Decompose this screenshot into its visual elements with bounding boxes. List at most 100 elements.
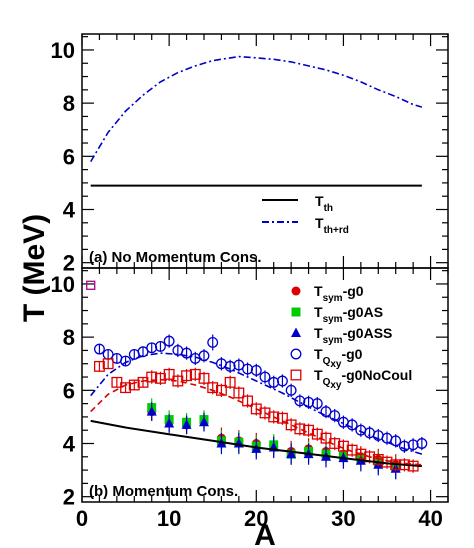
y-tick-label: 4 [63, 198, 76, 223]
legend-label-suffix: -g0 [341, 346, 362, 362]
legend-label-sub: Q [323, 356, 331, 367]
panel-b-t-qxy-g0nocoul-point [93, 360, 105, 372]
legend-label: Tsym-g0AS [314, 304, 383, 325]
panel-b-t-qxy-g0nocoul-point [259, 407, 271, 419]
panel-b-t-qxy-g0-point [207, 337, 219, 348]
y-tick-label: 6 [63, 378, 75, 403]
legend-marker [290, 369, 302, 381]
x-tick-label: 0 [76, 506, 88, 531]
panel-b-t-qxy-g0nocoul-point [285, 419, 297, 431]
y-tick-label: 4 [63, 432, 76, 457]
panel-b-t-sym-g0ass-point [146, 406, 157, 416]
panel-b-t-qxy-g0nocoul-point [102, 358, 114, 370]
legend-label-suffix: -g0ASS [343, 325, 393, 341]
panel-b-t-qxy-g0nocoul-point [146, 371, 158, 383]
legend-label-main: T [314, 304, 323, 320]
panel-b-t-th-no-label--line [90, 419, 422, 468]
panel-b-t-qxy-g0nocoul-point [294, 423, 306, 435]
panel-b-t-qxy-g0nocoul-point [207, 382, 219, 394]
panel-b-t-qxy-g0nocoul-point [163, 368, 175, 380]
panel-a-label: (a) No Momentum Cons. [89, 249, 262, 266]
panel-b-t-qxy-g0-point [146, 342, 158, 354]
legend-marker [291, 286, 301, 296]
panel-b-frame [81, 267, 449, 503]
legend-label-sub: Q [323, 377, 331, 388]
legend-marker [290, 348, 302, 360]
panel-b-t-qxy-g0-point [285, 384, 297, 396]
panel-b-t-qxy-g0-point [276, 375, 288, 387]
panel-b-t-qxy-g0-point [233, 359, 245, 371]
panel-b-t-qxy-g0-point [198, 350, 210, 362]
legend-marker [291, 327, 301, 337]
panel-b-t-qxy-g0-point [259, 371, 271, 383]
legend-label-subsub: xy [330, 359, 342, 370]
panel-b-t-qxy-g0nocoul-point [250, 403, 262, 415]
legend-label-sub: th [324, 203, 333, 214]
panel-b-t-qxy-g0nocoul-point [189, 368, 201, 380]
panel-a-t-th-rd-line [90, 55, 423, 163]
legend-label: Tth+rd [315, 215, 349, 236]
panel-b-t-qxy-g0-point [416, 438, 428, 449]
panel-b-t-qxy-g0-point [398, 440, 410, 452]
panel-b-t-qxy-g0-point [294, 395, 306, 407]
legend-label-sub: sym [323, 293, 343, 304]
legend-label-sub: sym [323, 314, 343, 325]
legend-label-suffix: -g0 [343, 283, 364, 299]
legend-label-main: T [314, 367, 323, 383]
panel-b-t-qxy-g0-point [154, 340, 166, 352]
y-tick-label: 10 [51, 272, 75, 297]
panel-b-t-qxy-g0-point [93, 343, 105, 355]
panel-b-t-sym-g0ass-point [164, 418, 175, 428]
x-tick-label: 40 [418, 506, 442, 531]
y-tick-label: 8 [63, 91, 75, 116]
panel-b-t-qxy-g0nocoul-point [233, 387, 245, 399]
panel-b-t-qxy-g0nocoul-point [268, 411, 280, 423]
panel-b-t-qxy-g0-point [407, 439, 419, 451]
legend-label: TQxy-g0 [314, 346, 363, 370]
panel-b-t-th-rd-blue-no-label--line [90, 352, 423, 455]
y-tick-label: 10 [51, 38, 75, 63]
legend-marker [291, 307, 301, 317]
legend-label: Tsym-g0ASS [314, 325, 392, 346]
panel-b-t-qxy-g0-point [181, 347, 193, 359]
panel-b-t-qxy-g0-point [242, 363, 254, 375]
panel-b-t-qxy-g0-point [120, 355, 132, 367]
legend-label-subsub: xy [330, 380, 342, 391]
panel-b-t-qxy-g0-point [390, 435, 402, 447]
x-tick-label: 10 [157, 506, 181, 531]
panel-b-t-qxy-g0nocoul-point [198, 372, 210, 384]
panel-a-axes: 2 4 6 8 10 [51, 34, 449, 276]
y-tick-label: 2 [63, 485, 75, 510]
x-tick-label: 20 [244, 506, 268, 531]
legend-label-suffix: -g0NoCoul [341, 367, 412, 383]
y-axis-title: T (MeV) [18, 214, 51, 322]
legend-label-suffix: -g0AS [343, 304, 383, 320]
panel-b-t-qxy-g0nocoul-point [215, 384, 227, 396]
panel-b-t-qxy-g0nocoul-point [355, 448, 367, 460]
panel-b-plot [86, 280, 428, 480]
panel-b-t-qxy-g0-point [320, 406, 332, 418]
legend-label-sub: sym [323, 335, 343, 346]
legend-label-main: T [314, 325, 323, 341]
panel-b-t-sym-g0ass-point [286, 448, 297, 459]
panel-b-t-qxy-g0nocoul-point [128, 379, 140, 391]
panel-b-t-sym-g0ass-point [199, 416, 209, 427]
legend-label-main: T [314, 283, 323, 299]
x-axis-title: A [254, 519, 276, 548]
panel-b-t-qxy-g0nocoul-point [372, 454, 384, 465]
legend-label: Tth [315, 193, 333, 214]
y-tick-label: 8 [63, 325, 75, 350]
panel-b-outlier-no-label--point [86, 280, 96, 290]
panel-b-t-qxy-g0-point [311, 398, 323, 410]
panel-b-t-qxy-g0-point [250, 364, 262, 376]
x-tick-label: 30 [331, 506, 355, 531]
legend-label: TQxy-g0NoCoul [314, 367, 412, 391]
legend-label-main: T [315, 215, 324, 231]
y-tick-label: 6 [63, 144, 75, 169]
panel-b-t-qxy-g0nocoul-point [154, 372, 166, 384]
legend-label-main: T [314, 346, 323, 362]
panel-b-t-qxy-g0-point [268, 376, 280, 388]
panel-b-t-qxy-g0nocoul-point [224, 376, 236, 388]
